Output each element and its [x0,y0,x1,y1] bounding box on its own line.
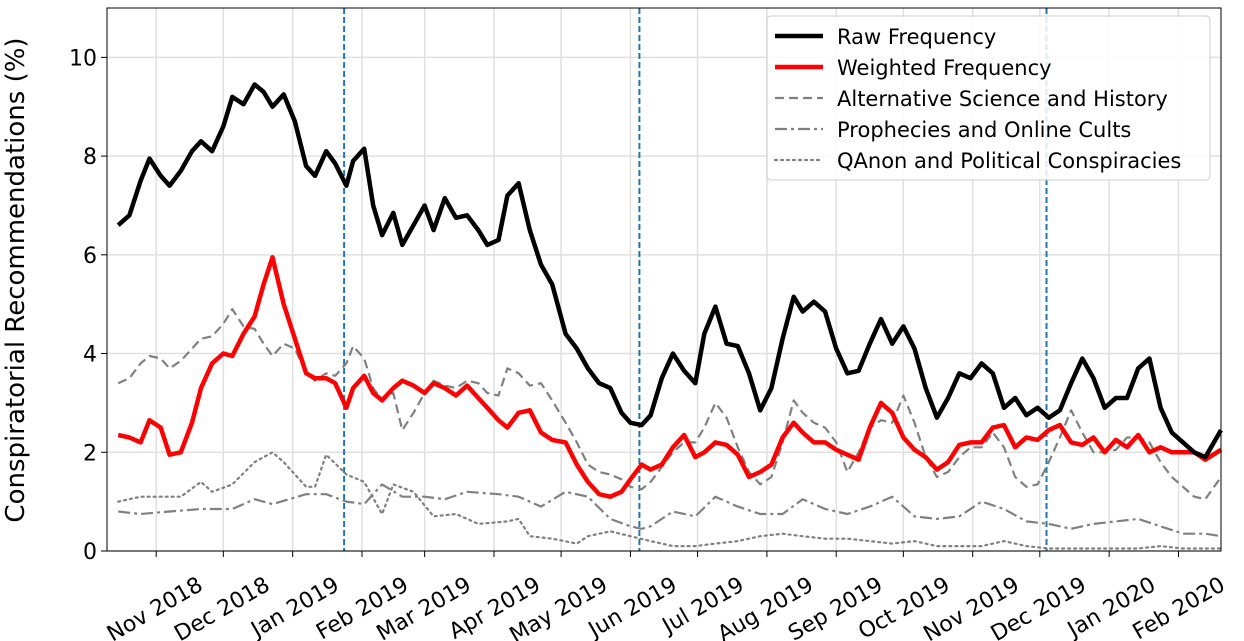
y-tick-label: 2 [83,441,97,466]
series-line-weighted-frequency [117,255,1223,499]
y-tick-label: 4 [83,343,97,368]
y-axis-label: Conspiratorial Recommendations (%) [1,37,31,522]
series-line-alternative-science-and-history [117,308,1222,501]
y-tick-label: 6 [83,244,97,269]
series-line-qanon-and-political-conspiracies [117,451,1223,550]
legend-box [766,15,1211,181]
legend-label: QAnon and Political Conspiracies [837,149,1181,173]
y-tick-label: 8 [83,145,97,170]
legend-label: Prophecies and Online Cults [837,118,1131,142]
plot-frame [106,7,1222,552]
legend-label: Raw Frequency [837,25,996,49]
y-tick-label: 0 [83,540,97,565]
legend: Raw Frequency Weighted Frequency Alternati… [766,15,1211,181]
series-lines [116,82,1223,550]
y-tick-label: 10 [69,46,97,71]
y-axis: 0 2 4 6 8 10 [69,46,107,565]
grid [107,8,1221,552]
legend-label: Alternative Science and History [837,87,1168,111]
legend-label: Weighted Frequency [837,56,1052,80]
series-line-prophecies-and-online-cults [118,483,1222,538]
series-line-raw-frequency [116,82,1223,460]
